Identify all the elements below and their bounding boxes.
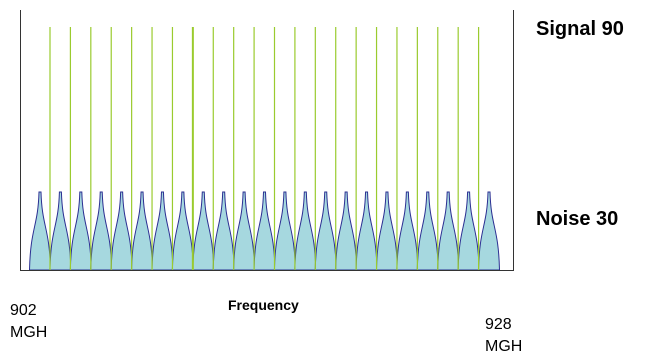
noise-peak-7: [151, 191, 174, 271]
x-end-tick: 928 MGH: [485, 314, 522, 358]
noise-peak-19: [396, 191, 419, 271]
noise-peak-1: [28, 191, 52, 271]
noise-peak-16: [335, 191, 358, 271]
noise-peak-22: [457, 191, 480, 271]
noise-layer: [28, 191, 501, 271]
noise-peak-9: [192, 191, 215, 271]
noise-peak-5: [110, 191, 133, 271]
x-end-unit: MGH: [485, 338, 523, 355]
noise-peak-4: [90, 191, 113, 271]
x-start-tick: 902 MGH: [10, 300, 47, 344]
noise-peak-2: [49, 191, 72, 271]
noise-peak-17: [355, 191, 378, 271]
noise-peak-11: [233, 191, 256, 271]
noise-peak-18: [375, 191, 398, 271]
noise-peak-20: [416, 191, 439, 271]
noise-peak-3: [69, 191, 92, 271]
x-end-value: 928: [485, 316, 512, 333]
noise-peak-6: [131, 191, 154, 271]
noise-peak-14: [294, 191, 317, 271]
plot-frame: [20, 10, 514, 271]
signal-level-label: Signal 90: [536, 18, 624, 40]
noise-peak-12: [253, 191, 276, 271]
noise-peak-13: [273, 191, 296, 271]
x-axis-label: Frequency: [228, 297, 299, 313]
noise-peak-21: [437, 191, 460, 271]
noise-peak-8: [171, 191, 194, 271]
x-start-unit: MGH: [10, 324, 48, 341]
noise-peak-23: [477, 191, 501, 271]
x-start-value: 902: [10, 302, 37, 319]
noise-peak-15: [314, 191, 337, 271]
noise-peak-10: [212, 191, 235, 271]
noise-level-label: Noise 30: [536, 208, 619, 230]
signal-layer: [49, 27, 480, 270]
